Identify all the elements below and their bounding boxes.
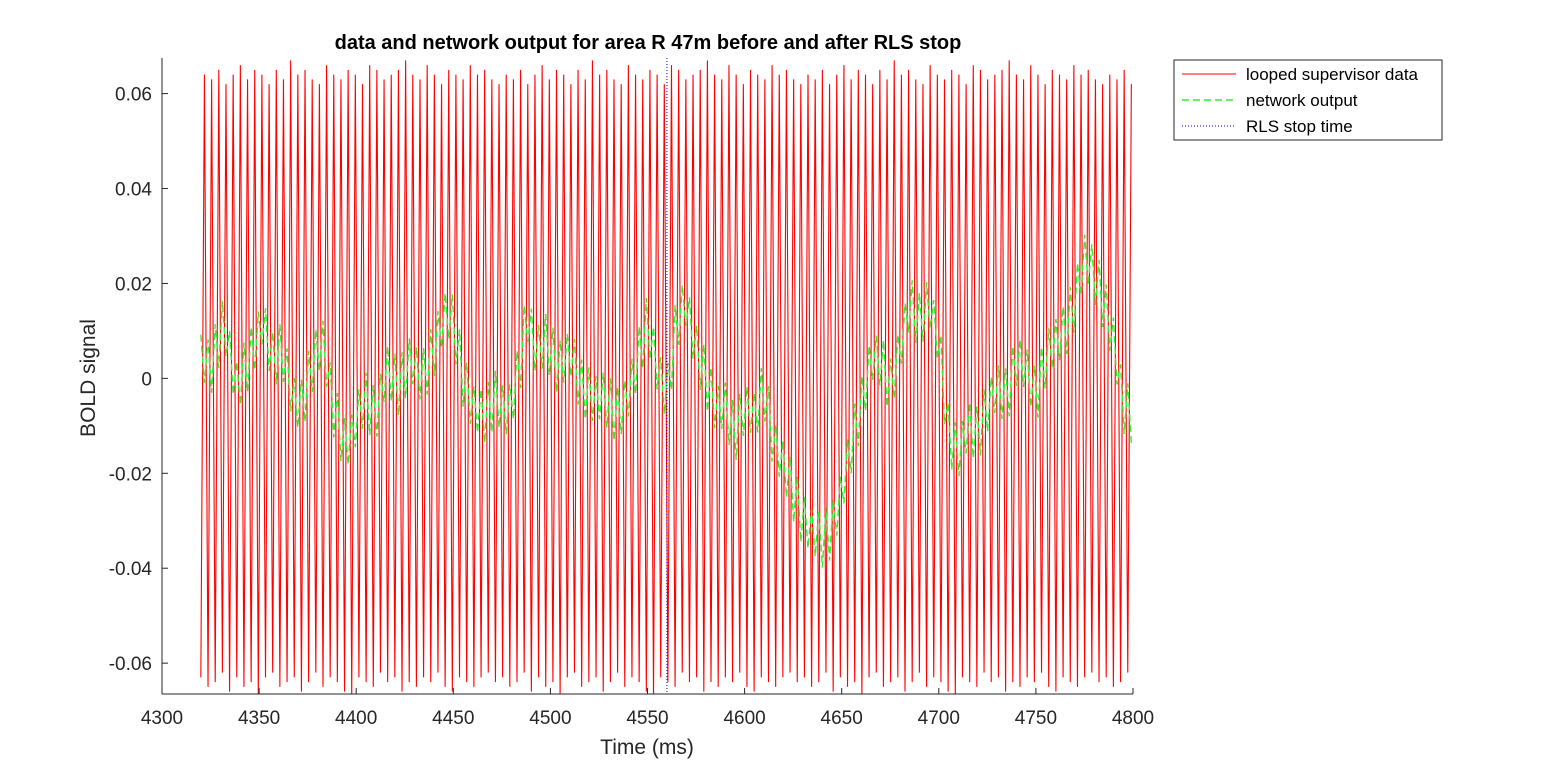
x-tick-label: 4300 [141, 708, 183, 729]
x-tick-label: 4750 [1015, 708, 1057, 729]
x-tick-label: 4600 [723, 708, 765, 729]
chart-title: data and network output for area R 47m b… [335, 32, 962, 54]
legend-label-supervisor: looped supervisor data [1246, 65, 1419, 84]
legend: looped supervisor data network output RL… [1173, 59, 1443, 141]
x-tick-label: 4800 [1112, 708, 1154, 729]
x-tick-label: 4500 [529, 708, 571, 729]
y-tick-label: 0.06 [115, 85, 152, 106]
y-tick-label: 0.04 [115, 180, 152, 201]
y-tick-label: -0.02 [109, 464, 152, 485]
x-tick-label: 4650 [821, 708, 863, 729]
y-tick-label: 0 [141, 369, 152, 390]
y-axis-label: BOLD signal [77, 319, 100, 437]
y-tick-label: 0.02 [115, 274, 152, 295]
x-axis-label: Time (ms) [600, 736, 694, 759]
x-tick-label: 4400 [335, 708, 377, 729]
x-tick-label: 4550 [626, 708, 668, 729]
series-network-line [200, 234, 1133, 568]
legend-label-rls: RLS stop time [1246, 117, 1353, 136]
x-tick-label: 4350 [238, 708, 280, 729]
legend-label-network: network output [1246, 91, 1358, 110]
x-tick-label: 4700 [918, 708, 960, 729]
plot-area: 4300 4350 4400 4450 4500 4550 4600 4650 4700 4750… [109, 58, 1154, 729]
x-tick-label: 4450 [432, 708, 474, 729]
y-tick-label: -0.06 [109, 654, 152, 675]
y-tick-label: -0.04 [109, 559, 153, 580]
